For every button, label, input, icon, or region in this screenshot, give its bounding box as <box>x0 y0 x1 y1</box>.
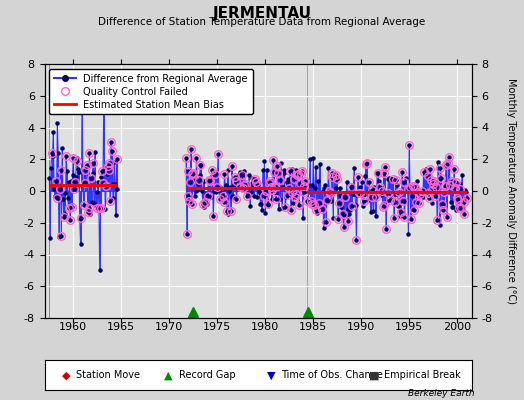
Text: 2000: 2000 <box>443 322 471 332</box>
Text: Empirical Break: Empirical Break <box>384 370 461 380</box>
Text: ▲: ▲ <box>164 370 172 380</box>
Text: Difference of Station Temperature Data from Regional Average: Difference of Station Temperature Data f… <box>99 17 425 27</box>
Text: 1970: 1970 <box>155 322 183 332</box>
Y-axis label: Monthly Temperature Anomaly Difference (°C): Monthly Temperature Anomaly Difference (… <box>506 78 516 304</box>
Text: 1980: 1980 <box>251 322 279 332</box>
Legend: Difference from Regional Average, Quality Control Failed, Estimated Station Mean: Difference from Regional Average, Qualit… <box>49 69 253 114</box>
Text: Record Gap: Record Gap <box>179 370 235 380</box>
Text: 1995: 1995 <box>395 322 423 332</box>
Text: JERMENTAU: JERMENTAU <box>213 6 311 21</box>
Text: 1965: 1965 <box>107 322 135 332</box>
Text: 1975: 1975 <box>203 322 232 332</box>
Text: 1960: 1960 <box>59 322 88 332</box>
Text: 1990: 1990 <box>347 322 375 332</box>
Text: Time of Obs. Change: Time of Obs. Change <box>281 370 383 380</box>
Text: ◆: ◆ <box>62 370 70 380</box>
Text: 1985: 1985 <box>299 322 328 332</box>
Text: Berkeley Earth: Berkeley Earth <box>408 389 474 398</box>
Text: ■: ■ <box>369 370 379 380</box>
Text: ▼: ▼ <box>267 370 275 380</box>
Text: Station Move: Station Move <box>77 370 140 380</box>
